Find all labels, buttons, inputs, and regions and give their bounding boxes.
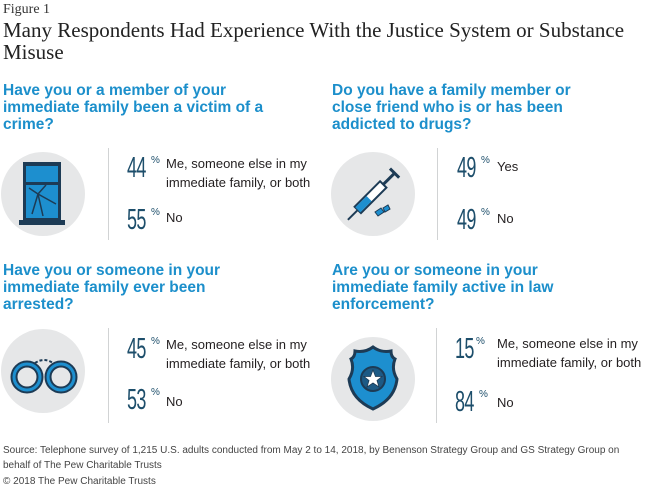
percent-sign: %	[479, 389, 488, 400]
percent-sign: %	[481, 207, 490, 218]
answer-value: 45	[127, 333, 146, 365]
answer-value: 84	[455, 386, 474, 418]
answer-label: No	[166, 210, 183, 225]
syringe-icon	[347, 167, 401, 221]
icon-circle	[1, 329, 85, 413]
answer-label: No	[497, 211, 514, 226]
answer-value: 53	[127, 384, 146, 416]
answer-value: 49	[457, 204, 476, 236]
answer-label: No	[497, 395, 514, 410]
divider	[436, 328, 437, 423]
percent-sign: %	[151, 387, 160, 398]
question-crime-victim: Have you or a member of your immediate f…	[3, 82, 264, 133]
divider	[108, 328, 109, 423]
answer-label: Me, someone else in my immediate family,…	[166, 337, 311, 371]
percent-sign: %	[151, 207, 160, 218]
copyright: © 2018 The Pew Charitable Trusts	[3, 476, 156, 487]
answer-label: Yes	[497, 159, 519, 174]
answer-value: 44	[127, 152, 146, 184]
question-law-enforcement: Are you or someone in your immediate fam…	[332, 262, 554, 313]
percent-sign: %	[481, 155, 490, 166]
percent-sign: %	[476, 336, 485, 347]
icon-circle	[331, 152, 415, 236]
figure-label: Figure 1	[3, 2, 51, 17]
icon-circle	[331, 337, 415, 421]
question-arrested: Have you or someone in your immediate fa…	[3, 262, 221, 313]
answer-value: 55	[127, 204, 146, 236]
broken-window-icon	[19, 162, 65, 225]
source-note: Source: Telephone survey of 1,215 U.S. a…	[3, 445, 620, 471]
question-addiction: Do you have a family member or close fri…	[332, 82, 571, 133]
divider	[437, 148, 438, 240]
handcuffs-icon	[10, 359, 78, 394]
answer-label: Me, someone else in my immediate family,…	[497, 336, 642, 370]
percent-sign: %	[151, 155, 160, 166]
icon-circle	[1, 152, 85, 236]
answer-value: 49	[457, 152, 476, 184]
figure-title: Many Respondents Had Experience With the…	[3, 18, 625, 64]
divider	[108, 148, 109, 240]
percent-sign: %	[151, 336, 160, 347]
answer-value: 15	[455, 333, 474, 365]
police-badge-icon	[347, 345, 399, 411]
answer-label: No	[166, 394, 183, 409]
answer-label: Me, someone else in my immediate family,…	[166, 156, 311, 190]
